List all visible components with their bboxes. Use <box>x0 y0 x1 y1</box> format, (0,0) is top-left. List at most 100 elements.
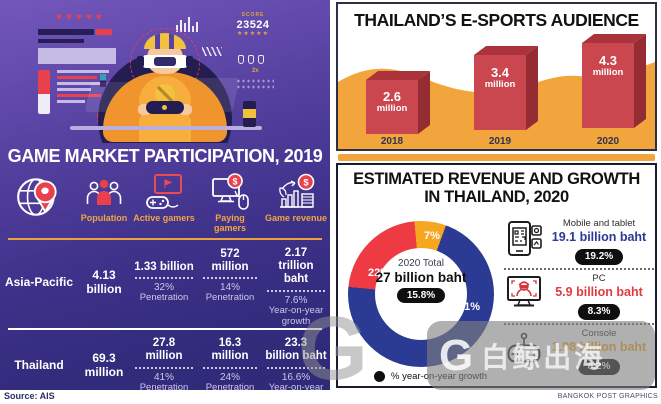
stat-percent: 14% <box>219 282 240 293</box>
hud-text-lines <box>57 70 109 103</box>
hatch-marks <box>202 47 222 56</box>
stat-value: 16.3 million <box>211 337 249 363</box>
total-growth-badge: 15.8% <box>396 288 446 303</box>
platform-value: 19.1 billion baht <box>551 230 647 245</box>
region-label: Asia-Pacific <box>4 275 74 290</box>
platform-growth-badge: 8.3% <box>577 304 621 321</box>
svg-text:$: $ <box>232 177 237 187</box>
pixel-deco <box>100 81 106 87</box>
grenade-icons <box>238 55 264 64</box>
orange-panel-divider <box>338 154 655 161</box>
stat-caption: Penetration <box>139 292 189 303</box>
watermark-badge: G 白鲸出海 <box>427 321 655 390</box>
health-gauge-icon <box>38 70 50 114</box>
esports-audience-panel: THAILAND’S E-SPORTS AUDIENCE 2.6 million… <box>336 2 657 151</box>
stat-percent: 32% <box>153 282 174 293</box>
bar-value-2020: 4.3 million <box>582 53 634 79</box>
paying-gamers-icon: $ <box>212 173 249 210</box>
multiplier-label: 2x <box>252 68 259 74</box>
region-label: Thailand <box>14 358 64 373</box>
bar-value-unit: million <box>484 79 516 91</box>
svg-text:$: $ <box>303 178 309 189</box>
stat-value: 27.8 million <box>145 337 183 363</box>
bar-value-number: 4.3 <box>598 53 618 68</box>
participation-table: Population Active gamers <box>0 172 330 390</box>
game-market-panel: ♥♥♥♥♥ !! SCORE 23524 ★★★★★ 2x <box>0 0 330 390</box>
bar-value-2019: 3.4 million <box>474 65 526 91</box>
stat-value: 572 million <box>211 247 249 273</box>
vr-visor <box>154 57 176 66</box>
donut-center-label: 2020 Total <box>398 258 444 269</box>
table-header-row: Population Active gamers <box>0 172 330 236</box>
population-header-cell: Population <box>78 172 130 236</box>
platform-item-mobile: Mobile and tablet 19.1 billion baht 19.2… <box>504 217 654 266</box>
slice-label-console: 7% <box>424 230 440 242</box>
bar-value-2018: 2.6 million <box>366 89 418 115</box>
hud-bar-accent <box>96 29 112 35</box>
audience-title: THAILAND’S E-SPORTS AUDIENCE <box>354 10 639 30</box>
score-label: SCORE <box>241 12 265 18</box>
table-row-thailand: Thailand 69.3 million 27.8 million 41% P… <box>0 330 330 390</box>
watermark-letter-icon: G <box>298 299 369 399</box>
stat-caption: Penetration <box>205 381 255 390</box>
donut-center: 2020 Total 27 billion baht 15.8% <box>348 258 494 303</box>
stat-caption: Penetration <box>139 381 189 390</box>
dotted-divider <box>135 366 193 369</box>
active-gamers-header-cell: Active gamers <box>130 172 198 236</box>
axis-label-2020: 2020 <box>596 136 620 147</box>
revenue-title-line1: ESTIMATED REVENUE AND GROWTH <box>353 170 640 188</box>
hud-bar <box>38 29 94 35</box>
mobile-tablet-icon <box>508 221 542 256</box>
platform-name: Mobile and tablet <box>562 217 636 229</box>
bar-value-unit: million <box>376 103 408 115</box>
platform-name: PC <box>592 272 606 284</box>
audience-bar-chart <box>338 34 655 149</box>
gamer-illustration: ♥♥♥♥♥ !! SCORE 23524 ★★★★★ 2x <box>0 0 330 143</box>
stat-percent: 41% <box>153 371 174 383</box>
stat-caption: Penetration <box>205 292 255 303</box>
pixel-deco <box>100 74 106 80</box>
stat-value: 23.3 billion baht <box>265 337 327 363</box>
white-divider <box>8 327 322 330</box>
population-value: 4.13 billion <box>86 267 122 297</box>
dotted-divider <box>267 289 325 292</box>
active-gamers-icon <box>146 174 182 209</box>
game-revenue-cell: 2.17 trillion baht 7.6% Year-on-year gro… <box>262 247 330 328</box>
platform-value: 5.9 billion baht <box>555 285 643 300</box>
population-value: 69.3 million <box>84 351 124 380</box>
shelf-line <box>70 126 262 130</box>
globe-location-icon <box>17 178 57 216</box>
bar-value-number: 2.6 <box>382 89 402 104</box>
watermark-logo-icon: G <box>439 330 474 380</box>
score-stars-icon: ★★★★★ <box>237 30 269 37</box>
score-value: 23524 <box>236 18 270 31</box>
watermark-text: 白鲸出海 <box>481 341 606 373</box>
legend-dot-icon <box>374 371 385 382</box>
headphone-right <box>186 56 193 67</box>
stat-caption: Year-on-year growth <box>268 304 324 327</box>
lives-hearts-icon: ♥♥♥♥♥ <box>56 12 106 23</box>
revenue-title-line2: IN THAILAND, 2020 <box>424 188 569 207</box>
gamer-cap <box>144 33 186 49</box>
slice-label-mobile: 71% <box>458 301 481 313</box>
gamer-hand-right <box>179 104 192 115</box>
game-revenue-cell: 23.3 billion baht 16.6% Year-on-year gro… <box>262 337 330 390</box>
gamer-arm-right <box>188 96 222 126</box>
dotted-divider <box>203 366 257 369</box>
gamer-arm-left <box>108 96 142 126</box>
paying-gamers-cell: 16.3 million 24% Penetration <box>198 337 262 390</box>
revenue-title: ESTIMATED REVENUE AND GROWTH IN THAILAND… <box>338 170 655 207</box>
stat-value: 2.17 trillion baht <box>278 247 314 286</box>
gamer-chest-badge <box>155 84 175 104</box>
population-icon <box>86 179 122 205</box>
stat-percent: 16.6% <box>281 371 311 383</box>
game-market-title: GAME MARKET PARTICIPATION, 2019 <box>7 146 323 166</box>
footer-strip: Source: AIS BANGKOK POST GRAPHICS <box>0 390 661 404</box>
paying-gamers-header-cell: $ Paying gamers <box>198 172 262 236</box>
orange-divider <box>8 238 322 240</box>
gamer-hand-left <box>138 104 151 115</box>
table-row-asia-pacific: Asia-Pacific 4.13 billion 1.33 billion 3… <box>0 240 330 328</box>
source-credit: Source: AIS <box>4 391 55 401</box>
column-label: Active gamers <box>133 213 195 223</box>
